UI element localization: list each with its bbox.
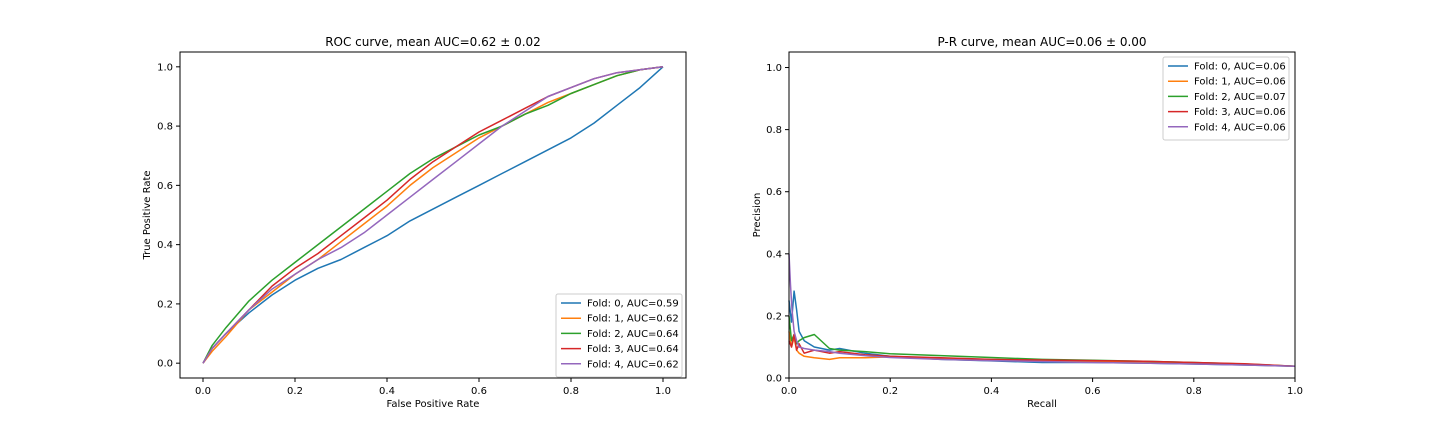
pr-x-axis-title: Recall (1027, 399, 1057, 410)
pr-x-tick-label-3: 0.6 (1085, 386, 1101, 397)
roc-legend-box (555, 293, 683, 378)
pr-y-axis-title: Precision (752, 193, 763, 238)
roc-legend-label-1: Fold: 1, AUC=0.62 (587, 314, 679, 325)
roc-y-tick-label-0: 0.0 (157, 359, 173, 370)
roc-y-tick-label-5: 1.0 (157, 62, 173, 73)
roc-x-tick-label-5: 1.0 (655, 386, 671, 397)
roc-legend: Fold: 0, AUC=0.59 Fold: 1, AUC=0.62 Fold: … (555, 293, 683, 378)
roc-series-layer (202, 66, 664, 364)
roc-x-tick-label-0: 0.0 (195, 386, 211, 397)
roc-plot-frame (179, 51, 687, 379)
roc-x-axis-title: False Positive Rate (387, 399, 480, 410)
pr-y-tick-label-2: 0.4 (766, 249, 782, 260)
pr-legend-label-1: Fold: 1, AUC=0.06 (1194, 77, 1286, 88)
pr-x-tick-label-5: 1.0 (1287, 386, 1303, 397)
roc-series-line-0 (202, 66, 664, 364)
pr-x-tick-label-2: 0.4 (983, 386, 999, 397)
pr-ticks-layer: 0.0 0.2 0.4 0.6 0.8 1.0 0.0 0.2 0.4 0.6 0.8 1.0 (766, 63, 1303, 397)
roc-legend-label-3: Fold: 3, AUC=0.64 (587, 344, 679, 355)
pr-y-tick-label-3: 0.6 (766, 187, 782, 198)
roc-x-tick-label-2: 0.4 (379, 386, 395, 397)
pr-x-tick-label-0: 0.0 (781, 386, 797, 397)
pr-series-line-3 (788, 333, 1296, 367)
pr-legend-label-3: Fold: 3, AUC=0.06 (1194, 107, 1286, 118)
pr-plot-frame (788, 51, 1296, 379)
pr-y-tick-label-4: 0.8 (766, 125, 782, 136)
pr-legend-label-4: Fold: 4, AUC=0.06 (1194, 122, 1286, 133)
pr-legend-label-0: Fold: 0, AUC=0.06 (1194, 62, 1286, 73)
roc-y-axis-title: True Positive Rate (142, 170, 153, 260)
roc-x-tick-label-4: 0.8 (563, 386, 579, 397)
roc-y-tick-label-1: 0.2 (157, 299, 173, 310)
pr-series-layer (788, 253, 1296, 367)
roc-x-tick-label-1: 0.2 (287, 386, 303, 397)
pr-x-tick-label-4: 0.8 (1186, 386, 1202, 397)
roc-legend-label-2: Fold: 2, AUC=0.64 (587, 329, 679, 340)
pr-series-line-4 (788, 253, 1296, 367)
pr-y-tick-label-5: 1.0 (766, 63, 782, 74)
pr-legend-label-2: Fold: 2, AUC=0.07 (1194, 92, 1286, 103)
roc-x-tick-label-3: 0.6 (471, 386, 487, 397)
roc-legend-label-4: Fold: 4, AUC=0.62 (587, 359, 679, 370)
roc-series-line-4 (202, 66, 664, 364)
pr-legend: Fold: 0, AUC=0.06 Fold: 1, AUC=0.06 Fold: … (1162, 56, 1290, 141)
roc-series-line-2 (202, 66, 664, 364)
pr-y-tick-label-1: 0.2 (766, 311, 782, 322)
pr-series-line-2 (788, 315, 1296, 367)
pr-chart-title: P-R curve, mean AUC=0.06 ± 0.00 (937, 35, 1146, 49)
roc-y-tick-label-3: 0.6 (157, 181, 173, 192)
pr-y-tick-label-0: 0.0 (766, 374, 782, 385)
pr-x-tick-label-1: 0.2 (882, 386, 898, 397)
roc-chart-title: ROC curve, mean AUC=0.62 ± 0.02 (325, 35, 541, 49)
roc-y-tick-label-2: 0.4 (157, 240, 173, 251)
roc-ticks-layer: 0.0 0.2 0.4 0.6 0.8 1.0 0.0 0.2 0.4 0.6 0.8 1.0 (157, 62, 671, 397)
roc-chart: ROC curve, mean AUC=0.62 ± 0.02 0.0 0.2 0.… (142, 35, 687, 410)
pr-chart: P-R curve, mean AUC=0.06 ± 0.00 0.0 0.2 0.… (752, 35, 1303, 410)
pr-legend-box (1162, 56, 1290, 141)
roc-legend-label-0: Fold: 0, AUC=0.59 (587, 299, 679, 310)
roc-y-tick-label-4: 0.8 (157, 122, 173, 133)
